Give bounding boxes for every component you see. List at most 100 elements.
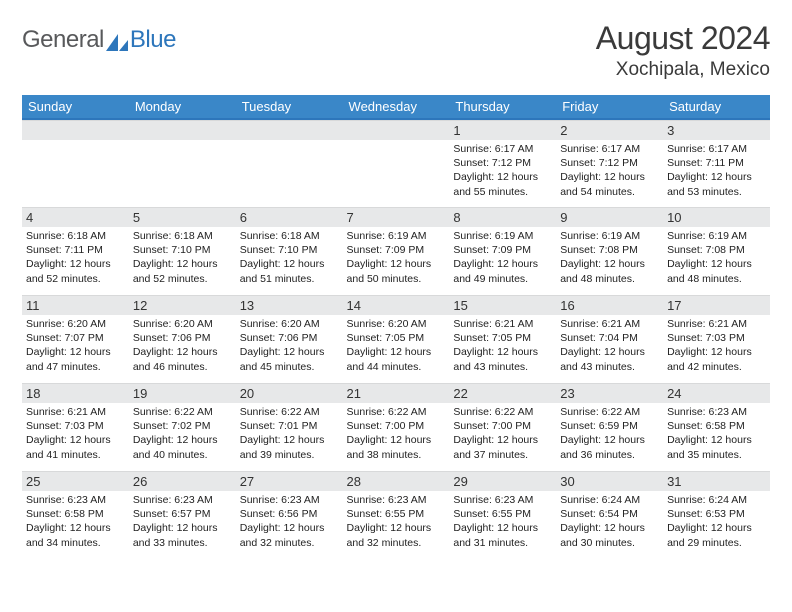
calendar-day-cell: 27Sunrise: 6:23 AMSunset: 6:56 PMDayligh… [236,471,343,559]
day-detail: Sunrise: 6:17 AMSunset: 7:12 PMDaylight:… [556,140,663,203]
sunrise-label: Sunrise: 6:17 AM [560,142,659,156]
brand-part2: Blue [130,26,176,54]
daylight-label: Daylight: 12 hours and 29 minutes. [667,521,766,549]
day-number [22,120,129,140]
page-header: General Blue August 2024 Xochipala, Mexi… [22,20,770,81]
sunset-label: Sunset: 7:04 PM [560,331,659,345]
daylight-label: Daylight: 12 hours and 36 minutes. [560,433,659,461]
day-detail: Sunrise: 6:21 AMSunset: 7:04 PMDaylight:… [556,315,663,378]
sunset-label: Sunset: 7:11 PM [667,156,766,170]
day-detail: Sunrise: 6:22 AMSunset: 7:00 PMDaylight:… [449,403,556,466]
brand-part1: General [22,26,104,54]
sunset-label: Sunset: 7:03 PM [667,331,766,345]
sunrise-label: Sunrise: 6:21 AM [26,405,125,419]
day-detail: Sunrise: 6:19 AMSunset: 7:09 PMDaylight:… [449,227,556,290]
day-number: 4 [22,207,129,227]
day-number: 8 [449,207,556,227]
day-detail: Sunrise: 6:17 AMSunset: 7:12 PMDaylight:… [449,140,556,203]
sunset-label: Sunset: 7:00 PM [347,419,446,433]
day-detail [343,140,450,196]
daylight-label: Daylight: 12 hours and 47 minutes. [26,345,125,373]
calendar-day-cell: 30Sunrise: 6:24 AMSunset: 6:54 PMDayligh… [556,471,663,559]
sunset-label: Sunset: 6:53 PM [667,507,766,521]
brand-logo: General Blue [22,26,176,54]
day-detail [236,140,343,196]
day-detail: Sunrise: 6:22 AMSunset: 7:00 PMDaylight:… [343,403,450,466]
calendar-day-cell: 6Sunrise: 6:18 AMSunset: 7:10 PMDaylight… [236,207,343,295]
calendar-day-cell: 25Sunrise: 6:23 AMSunset: 6:58 PMDayligh… [22,471,129,559]
sunset-label: Sunset: 7:12 PM [453,156,552,170]
daylight-label: Daylight: 12 hours and 32 minutes. [240,521,339,549]
day-detail: Sunrise: 6:23 AMSunset: 6:55 PMDaylight:… [343,491,450,554]
sunrise-label: Sunrise: 6:21 AM [667,317,766,331]
calendar-day-cell: 2Sunrise: 6:17 AMSunset: 7:12 PMDaylight… [556,119,663,207]
day-detail: Sunrise: 6:18 AMSunset: 7:10 PMDaylight:… [129,227,236,290]
daylight-label: Daylight: 12 hours and 33 minutes. [133,521,232,549]
sunset-label: Sunset: 6:54 PM [560,507,659,521]
sunrise-label: Sunrise: 6:21 AM [453,317,552,331]
weekday-header: Sunday [22,95,129,119]
day-number: 17 [663,295,770,315]
calendar-day-cell: 19Sunrise: 6:22 AMSunset: 7:02 PMDayligh… [129,383,236,471]
calendar-day-cell: 17 Sunrise: 6:21 AMSunset: 7:03 PMDayligh… [663,295,770,383]
sunrise-label: Sunrise: 6:23 AM [240,493,339,507]
sunset-label: Sunset: 7:05 PM [453,331,552,345]
day-number: 10 [663,207,770,227]
daylight-label: Daylight: 12 hours and 50 minutes. [347,257,446,285]
day-number: 12 [129,295,236,315]
day-number: 29 [449,471,556,491]
daylight-label: Daylight: 12 hours and 48 minutes. [560,257,659,285]
daylight-label: Daylight: 12 hours and 48 minutes. [667,257,766,285]
sail-icon [106,31,128,49]
sunrise-label: Sunrise: 6:17 AM [453,142,552,156]
day-detail: Sunrise: 6:21 AMSunset: 7:05 PMDaylight:… [449,315,556,378]
weekday-header-row: Sunday Monday Tuesday Wednesday Thursday… [22,95,770,119]
sunrise-label: Sunrise: 6:23 AM [347,493,446,507]
day-detail: Sunrise: 6:22 AMSunset: 7:01 PMDaylight:… [236,403,343,466]
calendar-day-cell: 22Sunrise: 6:22 AMSunset: 7:00 PMDayligh… [449,383,556,471]
day-number: 28 [343,471,450,491]
day-detail: Sunrise: 6:23 AMSunset: 6:55 PMDaylight:… [449,491,556,554]
sunset-label: Sunset: 7:11 PM [26,243,125,257]
sunrise-label: Sunrise: 6:22 AM [133,405,232,419]
day-number: 27 [236,471,343,491]
calendar-day-cell [22,119,129,207]
day-detail: Sunrise: 6:20 AMSunset: 7:05 PMDaylight:… [343,315,450,378]
day-number: 23 [556,383,663,403]
day-detail: Sunrise: 6:20 AMSunset: 7:07 PMDaylight:… [22,315,129,378]
calendar-week-row: 1Sunrise: 6:17 AMSunset: 7:12 PMDaylight… [22,119,770,207]
day-number: 13 [236,295,343,315]
calendar-day-cell: 4Sunrise: 6:18 AMSunset: 7:11 PMDaylight… [22,207,129,295]
day-number [236,120,343,140]
day-number: 7 [343,207,450,227]
calendar-week-row: 25Sunrise: 6:23 AMSunset: 6:58 PMDayligh… [22,471,770,559]
sunset-label: Sunset: 7:10 PM [240,243,339,257]
day-number: 6 [236,207,343,227]
day-detail: Sunrise: 6:21 AMSunset: 7:03 PMDaylight:… [22,403,129,466]
day-number: 30 [556,471,663,491]
location-label: Xochipala, Mexico [596,59,770,81]
sunset-label: Sunset: 6:57 PM [133,507,232,521]
day-detail: Sunrise: 6:23 AMSunset: 6:58 PMDaylight:… [22,491,129,554]
calendar-day-cell: 12Sunrise: 6:20 AMSunset: 7:06 PMDayligh… [129,295,236,383]
daylight-label: Daylight: 12 hours and 52 minutes. [26,257,125,285]
daylight-label: Daylight: 12 hours and 39 minutes. [240,433,339,461]
sunrise-label: Sunrise: 6:19 AM [453,229,552,243]
sunrise-label: Sunrise: 6:22 AM [560,405,659,419]
calendar-day-cell: 29Sunrise: 6:23 AMSunset: 6:55 PMDayligh… [449,471,556,559]
daylight-label: Daylight: 12 hours and 52 minutes. [133,257,232,285]
day-number: 3 [663,120,770,140]
daylight-label: Daylight: 12 hours and 43 minutes. [453,345,552,373]
sunrise-label: Sunrise: 6:20 AM [347,317,446,331]
sunrise-label: Sunrise: 6:23 AM [133,493,232,507]
calendar-table: Sunday Monday Tuesday Wednesday Thursday… [22,95,770,559]
daylight-label: Daylight: 12 hours and 42 minutes. [667,345,766,373]
sunset-label: Sunset: 7:05 PM [347,331,446,345]
sunrise-label: Sunrise: 6:23 AM [667,405,766,419]
calendar-week-row: 11Sunrise: 6:20 AMSunset: 7:07 PMDayligh… [22,295,770,383]
daylight-label: Daylight: 12 hours and 31 minutes. [453,521,552,549]
calendar-day-cell: 5Sunrise: 6:18 AMSunset: 7:10 PMDaylight… [129,207,236,295]
calendar-day-cell: 3Sunrise: 6:17 AMSunset: 7:11 PMDaylight… [663,119,770,207]
calendar-week-row: 18Sunrise: 6:21 AMSunset: 7:03 PMDayligh… [22,383,770,471]
daylight-label: Daylight: 12 hours and 51 minutes. [240,257,339,285]
